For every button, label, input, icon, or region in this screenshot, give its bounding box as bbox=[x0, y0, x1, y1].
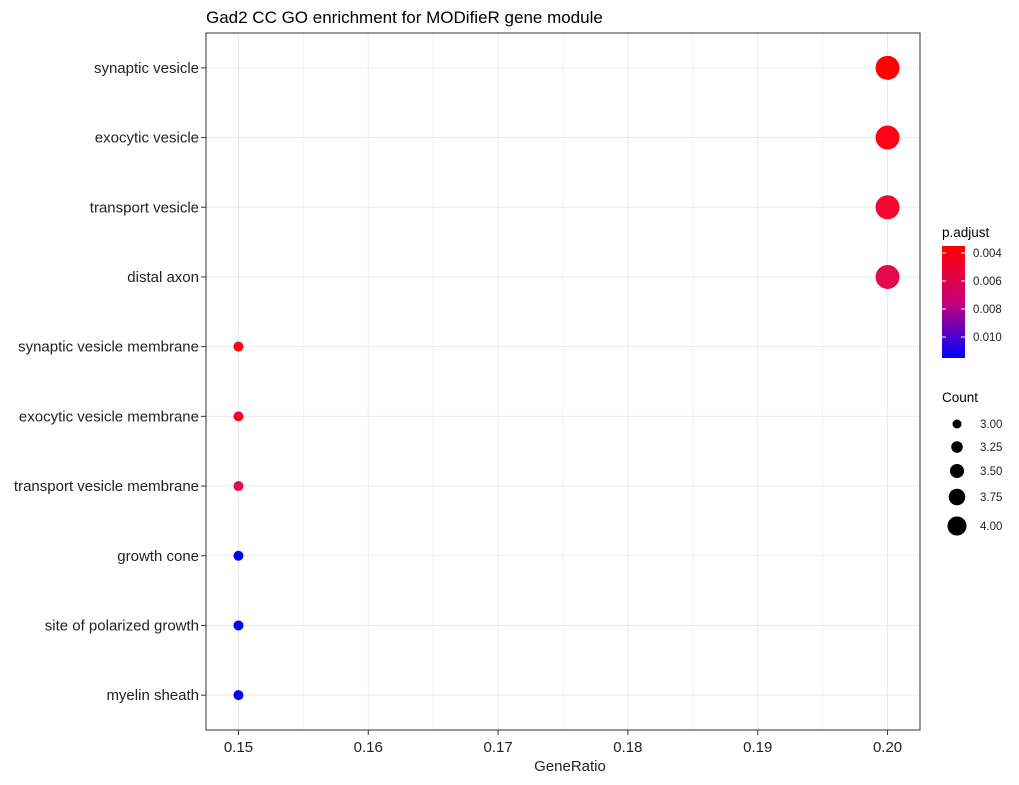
y-tick-label: myelin sheath bbox=[106, 687, 199, 704]
size-legend-title: Count bbox=[942, 390, 978, 405]
data-point bbox=[233, 550, 244, 561]
x-axis: 0.15 0.16 0.17 0.18 0.19 0.20 bbox=[224, 730, 902, 756]
data-point bbox=[233, 690, 244, 701]
y-tick-label: distal axon bbox=[127, 269, 199, 286]
y-axis: synaptic vesicle exocytic vesicle transpor… bbox=[14, 60, 206, 704]
size-legend-label: 3.50 bbox=[980, 466, 1002, 478]
data-point bbox=[233, 341, 244, 352]
color-legend-label: 0.010 bbox=[973, 332, 1002, 344]
size-legend-items: 3.00 3.25 3.50 3.75 4.00 bbox=[947, 419, 1002, 536]
data-point bbox=[233, 481, 244, 492]
data-point bbox=[875, 55, 900, 80]
color-legend: p.adjust 0.004 0.006 0.008 0.010 bbox=[942, 225, 1002, 358]
size-legend-label: 3.25 bbox=[980, 442, 1002, 454]
x-tick-label: 0.15 bbox=[224, 739, 253, 756]
y-tick-label: transport vesicle bbox=[90, 199, 199, 216]
x-tick-label: 0.16 bbox=[354, 739, 383, 756]
y-tick-label: exocytic vesicle bbox=[95, 130, 199, 147]
y-tick-label: synaptic vesicle bbox=[94, 60, 199, 77]
color-legend-label: 0.006 bbox=[973, 276, 1002, 288]
color-legend-title: p.adjust bbox=[942, 225, 990, 240]
size-legend-label: 4.00 bbox=[980, 521, 1002, 533]
x-axis-label: GeneRatio bbox=[534, 758, 606, 775]
size-legend-key bbox=[951, 441, 963, 453]
y-tick-label: transport vesicle membrane bbox=[14, 478, 199, 495]
plot-border bbox=[205, 32, 921, 731]
data-point bbox=[875, 264, 900, 289]
color-legend-label: 0.008 bbox=[973, 304, 1002, 316]
chart-title: Gad2 CC GO enrichment for MODifieR gene … bbox=[206, 8, 603, 27]
size-legend-key bbox=[948, 488, 966, 506]
y-tick-label: synaptic vesicle membrane bbox=[18, 339, 199, 356]
data-point bbox=[875, 195, 900, 220]
size-legend: Count 3.00 3.25 3.50 3.75 4.00 bbox=[942, 390, 1002, 536]
size-legend-label: 3.75 bbox=[980, 492, 1002, 504]
data-point bbox=[233, 411, 244, 422]
color-legend-gradient-bar bbox=[942, 246, 965, 358]
x-tick-label: 0.17 bbox=[483, 739, 512, 756]
y-tick-label: site of polarized growth bbox=[45, 617, 199, 634]
y-tick-label: exocytic vesicle membrane bbox=[19, 408, 199, 425]
data-point bbox=[233, 620, 244, 631]
x-tick-label: 0.20 bbox=[873, 739, 902, 756]
size-legend-key bbox=[949, 463, 965, 479]
grid-layer bbox=[206, 33, 920, 730]
x-tick-label: 0.18 bbox=[613, 739, 642, 756]
x-tick-label: 0.19 bbox=[743, 739, 772, 756]
size-legend-key bbox=[947, 516, 967, 536]
size-legend-key bbox=[952, 419, 962, 429]
points-layer bbox=[233, 55, 900, 701]
y-tick-label: growth cone bbox=[117, 548, 199, 565]
data-point bbox=[875, 125, 900, 150]
color-legend-label: 0.004 bbox=[973, 248, 1002, 260]
color-legend-ticks: 0.004 0.006 0.008 0.010 bbox=[942, 248, 1002, 344]
size-legend-label: 3.00 bbox=[980, 419, 1002, 431]
